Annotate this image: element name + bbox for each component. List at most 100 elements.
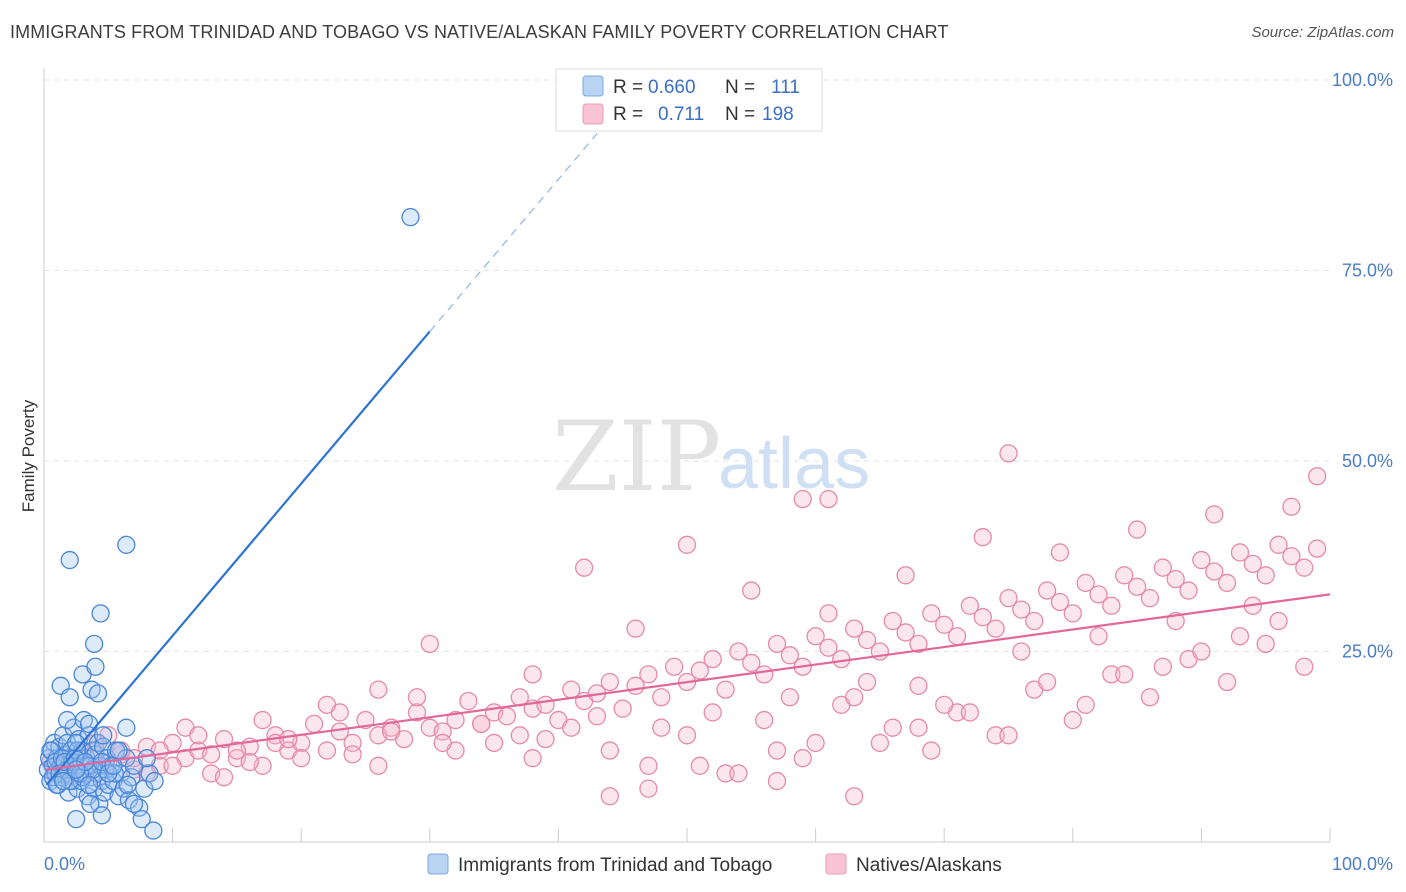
point-native: [690, 756, 710, 775]
point-native: [562, 718, 581, 737]
point-native: [1166, 569, 1185, 589]
point-native: [1140, 688, 1160, 707]
point-immigrant: [81, 794, 100, 814]
watermark-zip: ZIP: [552, 401, 721, 513]
point-native: [729, 764, 748, 783]
bottom-legend: Immigrants from Trinidad and Tobago Nati…: [427, 853, 1002, 876]
point-native: [819, 604, 838, 623]
point-native: [986, 619, 1005, 638]
point-immigrant: [60, 550, 79, 570]
point-native: [304, 714, 324, 734]
tick-labels: 25.0% 50.0% 75.0% 100.0% 0.0% 100.0%: [44, 70, 1393, 874]
point-native: [407, 688, 427, 707]
bottom-legend-label-pink: Natives/Alaskans: [856, 855, 1002, 876]
point-immigrant: [86, 657, 105, 676]
legend-n-label: N =: [725, 104, 755, 125]
point-immigrant: [60, 688, 79, 707]
legend-swatch-pink: [582, 103, 604, 125]
point-native: [677, 726, 697, 745]
point-native: [1230, 627, 1250, 646]
trend-lines: [45, 133, 1331, 786]
point-native: [626, 619, 645, 638]
point-native: [1282, 497, 1301, 516]
legend-r-value: 0.711: [658, 104, 704, 125]
point-native: [317, 741, 337, 760]
point-native: [574, 558, 594, 577]
point-native: [1192, 642, 1211, 661]
point-native: [716, 680, 735, 699]
watermark-atlas: atlas: [718, 424, 870, 504]
point-native: [883, 718, 902, 737]
point-native: [652, 718, 671, 737]
point-native: [639, 756, 658, 775]
point-native: [896, 566, 915, 585]
point-native: [973, 528, 992, 547]
point-native: [1102, 665, 1121, 684]
point-native: [1243, 554, 1262, 574]
point-native: [1140, 589, 1160, 608]
point-native: [639, 665, 658, 684]
point-native: [767, 771, 787, 791]
point-native: [1205, 562, 1224, 581]
point-native: [1217, 672, 1237, 692]
point-native: [1282, 547, 1301, 566]
point-native: [1295, 657, 1314, 676]
point-immigrant: [67, 809, 86, 829]
point-native: [523, 749, 542, 768]
point-immigrant: [137, 749, 157, 768]
point-immigrant: [124, 794, 144, 814]
point-native: [986, 726, 1005, 745]
point-native: [832, 649, 851, 669]
point-native: [214, 768, 234, 787]
point-native: [922, 741, 941, 760]
point-native: [935, 695, 954, 714]
point-native: [202, 745, 221, 764]
watermark: ZIP atlas: [552, 401, 870, 513]
grid-lines: [44, 79, 1330, 652]
point-native: [253, 710, 272, 730]
point-native: [639, 779, 658, 798]
axes: [43, 68, 1331, 843]
point-immigrant: [91, 604, 110, 623]
legend-r-label: R =: [613, 104, 643, 125]
point-native: [755, 710, 774, 730]
point-immigrant: [117, 718, 136, 737]
bottom-legend-label-blue: Immigrants from Trinidad and Tobago: [458, 855, 772, 876]
point-native: [1230, 543, 1250, 562]
point-native: [1089, 627, 1108, 646]
point-native: [960, 596, 980, 615]
legend-swatch-blue: [582, 75, 604, 97]
point-native: [652, 688, 671, 707]
x-tick-label: 100.0%: [1332, 854, 1393, 874]
point-native: [1115, 566, 1134, 585]
point-native: [703, 649, 722, 669]
point-native: [1050, 543, 1070, 562]
point-native: [1063, 604, 1082, 623]
point-immigrant: [79, 775, 99, 794]
point-native: [1037, 672, 1057, 692]
point-native: [407, 703, 427, 722]
point-native: [857, 672, 877, 692]
legend-n-label: N =: [725, 77, 755, 98]
point-native: [163, 756, 182, 775]
point-native: [767, 741, 787, 760]
point-native: [793, 749, 812, 768]
point-native: [780, 688, 800, 707]
point-native: [1037, 581, 1057, 600]
point-immigrant: [57, 710, 77, 730]
point-native: [870, 733, 890, 753]
point-immigrant: [144, 821, 163, 840]
point-native: [484, 733, 504, 753]
point-native: [1089, 585, 1108, 604]
point-native: [1115, 665, 1134, 684]
y-tick-label: 100.0%: [1332, 70, 1393, 90]
y-tick-label: 75.0%: [1342, 261, 1393, 281]
point-native: [729, 642, 748, 661]
point-native: [1192, 550, 1211, 570]
point-native: [1076, 573, 1095, 593]
point-native: [857, 630, 877, 650]
point-native: [973, 608, 992, 627]
point-native: [819, 489, 838, 509]
point-immigrant: [109, 741, 128, 760]
